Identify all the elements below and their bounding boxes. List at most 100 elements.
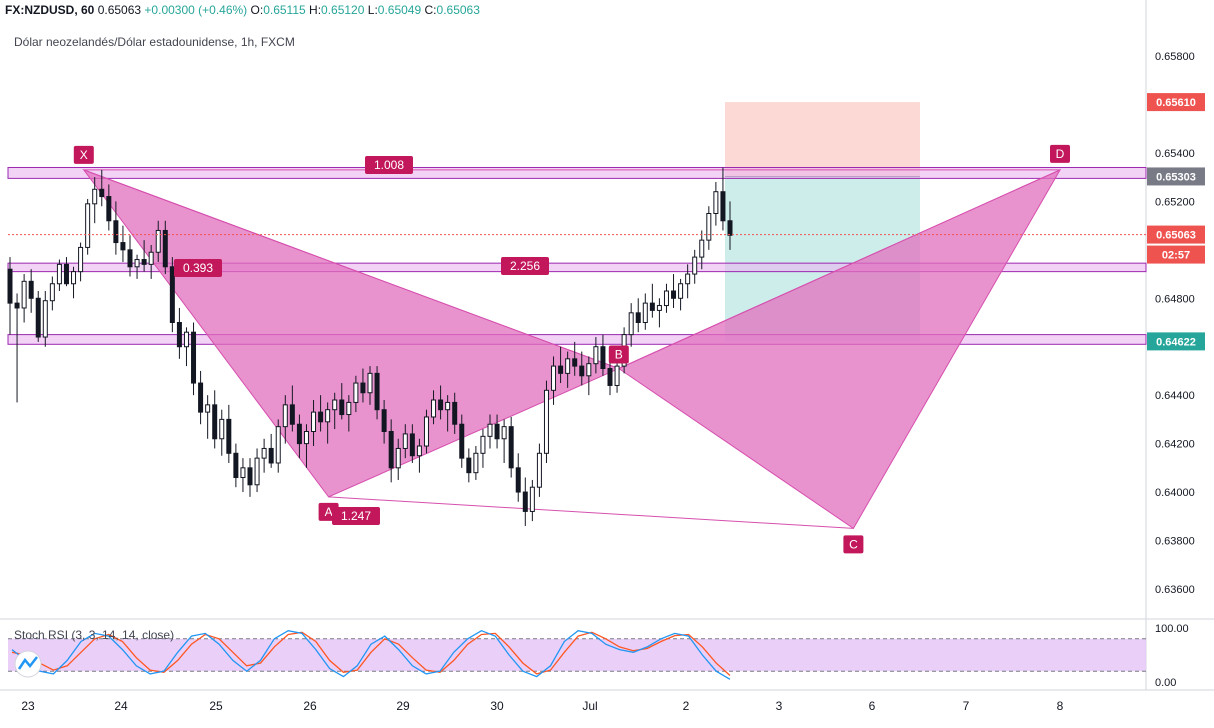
candle-body (423, 416, 429, 447)
x-tick-label: 3 (776, 699, 783, 713)
price-label-bg (1147, 225, 1205, 244)
ratio-label-b-d-text: 2.256 (510, 259, 540, 273)
ratio-label-x-d-bg (365, 156, 413, 174)
point-label-d: D (1050, 144, 1070, 163)
open-value: 0.65115 (263, 3, 306, 17)
candle-body (529, 486, 535, 512)
price-label-text: 0.65610 (1156, 97, 1196, 109)
candle-body (71, 271, 77, 285)
candle-body (7, 268, 13, 304)
candle-body (692, 256, 698, 275)
candle-body (233, 452, 239, 479)
instrument-description: Dólar neozelandés/Dólar estadounidense, … (14, 35, 295, 49)
low-label: L: (367, 3, 378, 17)
x-tick-label: 2 (683, 699, 690, 713)
candle-body (106, 196, 112, 222)
candle-body (85, 203, 91, 248)
candle-body (113, 220, 119, 244)
candle-body (14, 302, 20, 309)
candle-body (28, 280, 34, 299)
candle-body (466, 457, 472, 474)
price-label-5: 0.64622 (1147, 332, 1205, 351)
y-tick-label: 0.64000 (1155, 487, 1195, 499)
ratio-line-b-d (618, 169, 1061, 369)
stoch-k-line (11, 629, 731, 680)
candle-body (311, 411, 317, 432)
x-tick-label: 26 (303, 699, 317, 713)
ratio-label-a-c: 1.247 (332, 507, 380, 525)
candle-body (374, 372, 380, 411)
candle-body (339, 399, 345, 416)
candle-body (409, 433, 415, 457)
point-label-x-text: X (80, 148, 88, 162)
candle-body (162, 229, 168, 268)
low-value: 0.65049 (377, 3, 422, 17)
point-label-x: X (73, 145, 94, 164)
point-label-c-bg (843, 535, 864, 554)
candle-body (268, 447, 274, 464)
x-tick-label: 25 (209, 699, 223, 713)
price-pane (8, 23, 1146, 618)
candle-body (191, 331, 197, 384)
candle-body (642, 302, 648, 324)
price-label-1: 0.65610 (1147, 93, 1205, 112)
ratio-line-x-b (83, 169, 619, 369)
candle-body (367, 372, 373, 394)
candle-body (289, 404, 295, 425)
price-label-3: 0.65063 (1147, 225, 1205, 244)
stoch-d-line (11, 631, 731, 676)
ratio-label-x-b-text: 0.393 (183, 261, 213, 275)
candle-body (318, 411, 324, 423)
x-tick-label: 6 (869, 699, 876, 713)
candle-body (656, 305, 662, 311)
candle-body (572, 358, 578, 367)
candle-body (699, 239, 705, 258)
stop-loss-zone (725, 102, 920, 177)
candle-body (551, 365, 557, 391)
y-tick-label: 0.64400 (1155, 390, 1195, 402)
point-label-x-bg (73, 145, 94, 164)
candle-body (148, 251, 154, 265)
candle-body (134, 259, 140, 268)
symbol-name[interactable]: FX:NZDUSD, 60 (5, 3, 95, 17)
candle-body (155, 229, 161, 253)
x-tick-label: Jul (582, 699, 597, 713)
y-tick-label: 0.63600 (1155, 584, 1195, 596)
candle-body (416, 445, 422, 457)
ratio-label-a-c-bg (332, 507, 380, 525)
candle-body (388, 430, 394, 469)
candle-body (240, 467, 246, 479)
candle-body (558, 365, 564, 374)
candle-body (593, 346, 599, 365)
stoch-tick-100: 100.00 (1155, 623, 1189, 635)
candle-body (205, 404, 211, 413)
x-tick-label: 7 (963, 699, 970, 713)
price-label-text: 0.65063 (1156, 230, 1196, 242)
close-label: C: (424, 3, 437, 17)
y-tick-label: 0.65200 (1155, 196, 1195, 208)
candle-body (296, 423, 302, 445)
candle-body (402, 433, 408, 449)
candle-body (487, 423, 493, 437)
price-label-bg (1147, 93, 1205, 112)
candle-body (565, 358, 571, 374)
price-label-bg (1147, 332, 1205, 351)
candle-body (282, 404, 288, 428)
logo-mark (17, 656, 38, 670)
level-band-2 (7, 262, 1147, 273)
ratio-label-x-b: 0.393 (174, 259, 222, 277)
candle-body (628, 312, 634, 336)
level-band-3 (7, 334, 1147, 345)
candle-body (480, 435, 486, 454)
price-label-2: 0.65303 (1147, 167, 1205, 186)
point-label-d-bg (1050, 144, 1070, 163)
price-label-4: 02:57 (1147, 245, 1205, 264)
y-tick-label: 0.65400 (1155, 148, 1195, 160)
ratio-label-x-d: 1.008 (365, 156, 413, 174)
stoch-rsi-label[interactable]: Stoch RSI (3, 3, 14, 14, close) (14, 628, 175, 642)
stoch-tick-0: 0.00 (1155, 677, 1176, 689)
candle-body (212, 404, 218, 440)
candle-body (56, 263, 62, 285)
